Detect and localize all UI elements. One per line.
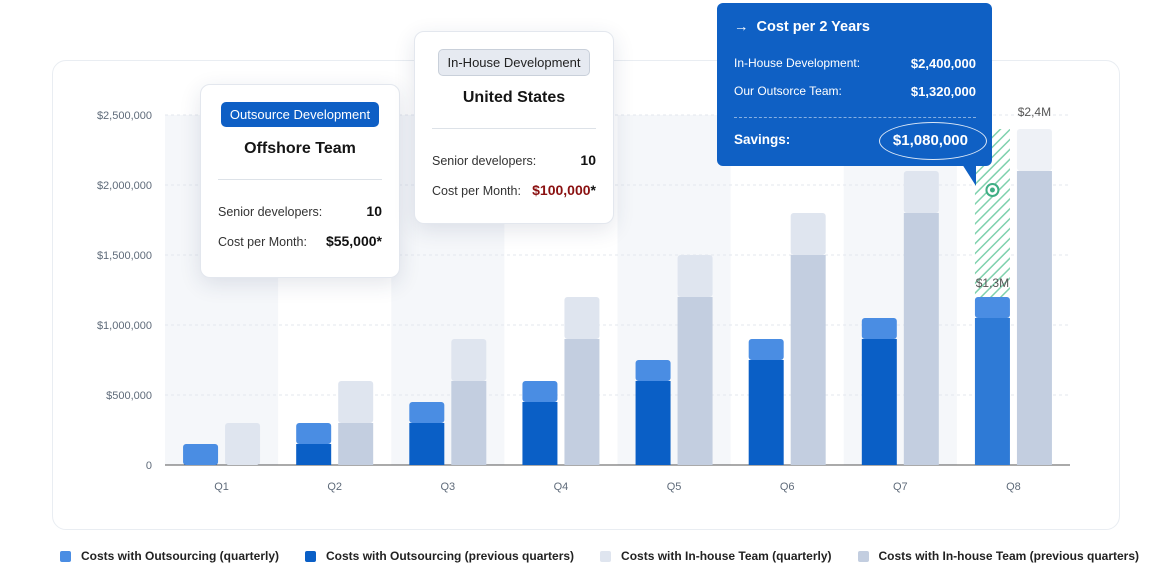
outsource-cost-value: $55,000* [325,233,382,249]
inhouse-cost-label: Cost per Month: [432,184,521,198]
bar-outsourcing-previous [748,360,784,465]
y-tick-label: 0 [146,460,152,472]
legend-swatch [60,550,71,562]
bar-inhouse-quarterly [225,423,261,465]
savings-highlight-ring [879,122,987,160]
bar-inhouse-quarterly [903,171,939,213]
tooltip-divider [734,117,976,118]
bar-inhouse-quarterly [1016,129,1052,171]
bar-inhouse-quarterly [451,339,487,381]
outsourcing-total-label: $1,3M [976,276,1009,290]
x-tick-label: Q1 [214,481,229,493]
tooltip-inhouse-label: In-House Development: [734,56,861,70]
outsource-title: Offshore Team [244,140,356,157]
column-band [843,115,957,465]
bar-inhouse-previous [1016,171,1052,465]
tooltip-title: Cost per 2 Years [756,19,870,35]
inhouse-cost-value-amount: $100,000 [532,182,591,198]
legend-label: Costs with In-house Team (quarterly) [621,549,832,563]
x-tick-label: Q6 [780,481,795,493]
bar-inhouse-quarterly [790,213,826,255]
bar-inhouse-previous [677,297,713,465]
y-tick-label: $1,000,000 [97,320,152,332]
bar-outsourcing-quarterly [748,339,784,360]
y-tick-label: $2,000,000 [97,180,152,192]
bar-outsourcing-quarterly [974,297,1010,318]
outsource-dev-row: Senior developers: 10 [218,203,382,219]
inhouse-badge: In-House Development [437,49,591,76]
bar-inhouse-quarterly [564,297,600,339]
bar-outsourcing-previous [861,339,897,465]
bar-outsourcing-previous [409,423,445,465]
bar-inhouse-previous [790,255,826,465]
outsource-badge: Outsource Development [220,102,380,127]
inhouse-dev-label: Senior developers: [432,154,537,168]
inhouse-divider [432,128,596,129]
bar-inhouse-previous [564,339,600,465]
outsource-cost-row: Cost per Month: $55,000* [218,233,382,249]
inhouse-cost-value: $100,000* [532,182,596,198]
tooltip-outsource-value: $1,320,000 [910,84,976,99]
arrow-right-icon: → [734,19,749,35]
outsource-cost-label: Cost per Month: [218,235,307,249]
inhouse-dev-row: Senior developers: 10 [432,152,596,168]
bar-outsourcing-previous [296,444,332,465]
x-tick-label: Q4 [554,481,569,493]
bar-outsourcing-previous [635,381,671,465]
x-tick-label: Q7 [893,481,908,493]
bar-outsourcing-previous [522,402,558,465]
x-tick-label: Q5 [667,481,682,493]
y-tick-label: $1,500,000 [97,250,152,262]
bar-outsourcing-previous [974,318,1010,465]
bar-outsourcing-quarterly [522,381,558,402]
tooltip-savings-label: Savings: [734,132,791,147]
bar-inhouse-previous [903,213,939,465]
outsource-divider [218,179,382,180]
inhouse-total-label: $2,4M [1018,105,1051,119]
legend-label: Costs with Outsourcing (previous quarter… [326,549,575,563]
tooltip-inhouse-value: $2,400,000 [910,56,976,71]
y-tick-label: $500,000 [106,390,152,402]
x-tick-label: Q3 [440,481,455,493]
bar-inhouse-quarterly [677,255,713,297]
bar-outsourcing-quarterly [861,318,897,339]
legend-item: Costs with In-house Team (quarterly) [600,549,832,563]
legend-item: Costs with In-house Team (previous quart… [857,549,1139,563]
tooltip-outsource-row: Our Outsorce Team: $1,320,000 [734,84,976,99]
bar-inhouse-previous [451,381,487,465]
column-band [617,115,731,465]
legend-item: Costs with Outsourcing (quarterly) [60,549,279,563]
inhouse-title: United States [462,89,566,106]
inhouse-dev-value: 10 [580,152,596,168]
tooltip-outsource-label: Our Outsorce Team: [734,84,842,98]
legend-label: Costs with Outsourcing (quarterly) [81,549,280,563]
tooltip-header: → Cost per 2 Years [734,19,870,35]
inhouse-cost-value-asterisk: * [590,182,596,198]
outsource-dev-label: Senior developers: [218,205,323,219]
y-tick-label: $2,500,000 [97,110,152,122]
outsource-dev-value: 10 [366,203,382,219]
legend-swatch [857,550,869,562]
bar-outsourcing-quarterly [635,360,671,381]
outsource-card: Outsource Development Offshore Team Seni… [200,84,400,278]
legend-item: Costs with Outsourcing (previous quarter… [305,549,574,563]
x-tick-label: Q2 [327,481,342,493]
legend-label: Costs with In-house Team (previous quart… [878,549,1139,563]
legend-swatch [305,550,317,562]
legend-swatch [600,550,612,562]
savings-marker-dot [989,187,995,193]
bar-inhouse-quarterly [338,381,374,423]
bar-outsourcing-quarterly [409,402,445,423]
bar-outsourcing-quarterly [296,423,332,444]
chart-legend: Costs with Outsourcing (quarterly) Costs … [60,549,1165,563]
inhouse-cost-row: Cost per Month: $100,000* [432,182,596,198]
bar-outsourcing-quarterly [183,444,219,465]
tooltip-inhouse-row: In-House Development: $2,400,000 [734,56,976,71]
bar-inhouse-previous [338,423,374,465]
x-tick-label: Q8 [1006,481,1021,493]
inhouse-card: In-House Development United States Senio… [414,31,614,224]
tooltip-pointer [962,164,976,186]
